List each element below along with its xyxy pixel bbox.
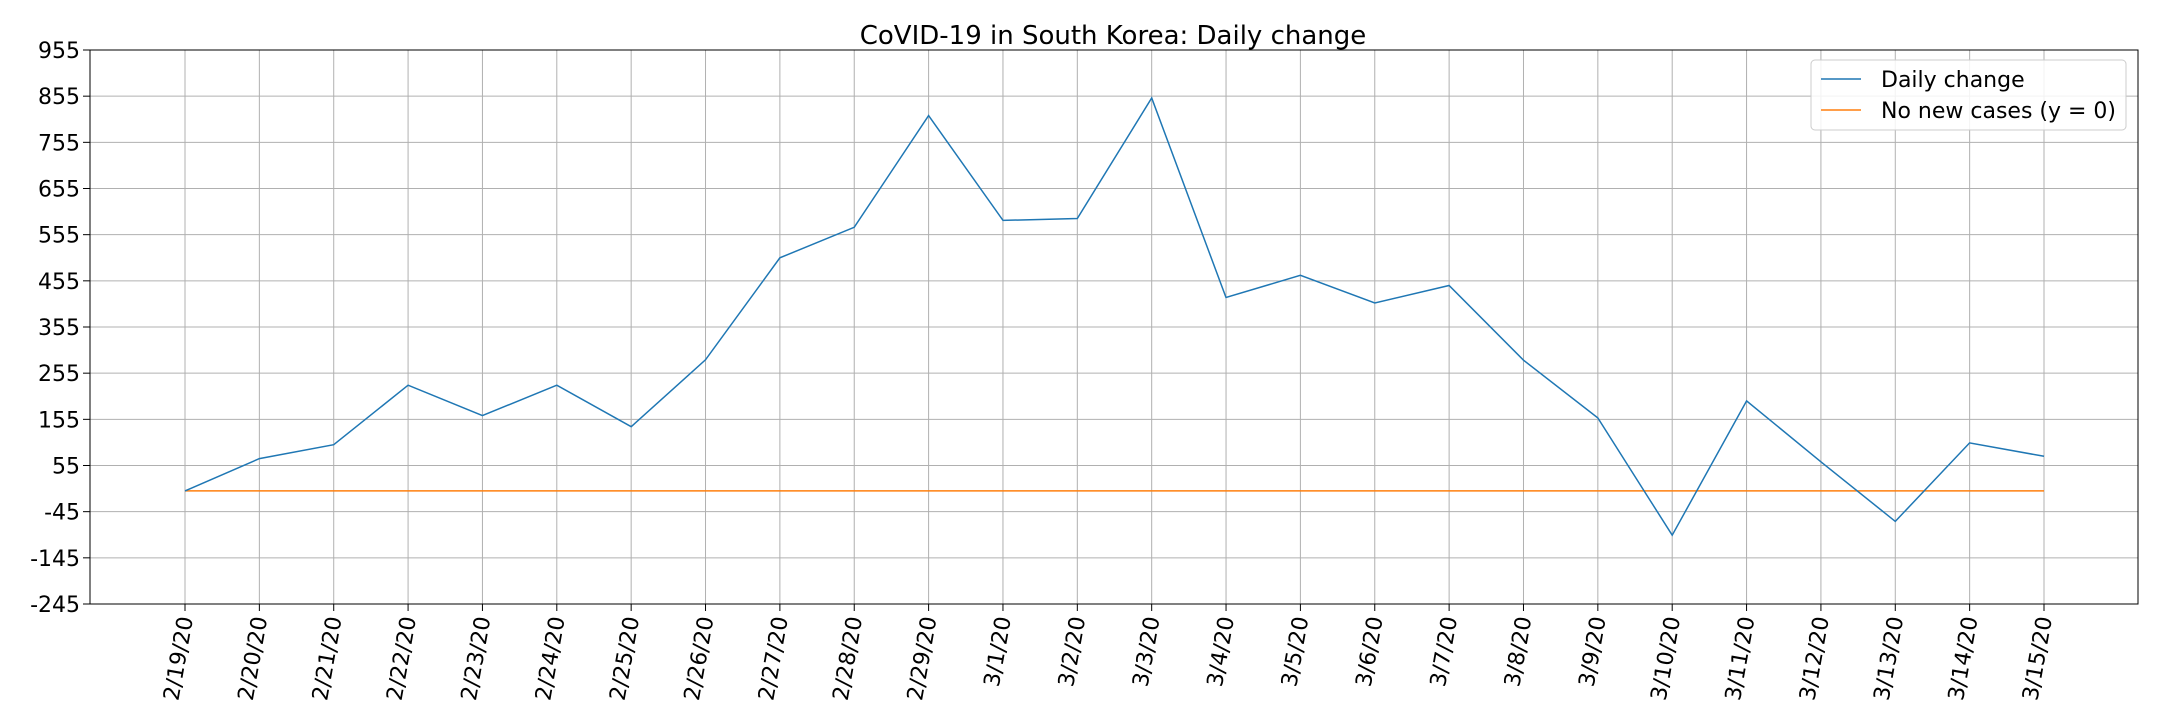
x-tick-label: 2/23/20 (457, 615, 496, 703)
x-tick-label: 3/14/20 (1944, 615, 1983, 703)
y-tick-label: 255 (38, 362, 80, 387)
y-tick-label: 655 (38, 178, 80, 203)
legend-label: No new cases (y = 0) (1881, 99, 2116, 124)
x-tick-label: 2/20/20 (234, 615, 273, 703)
y-tick-label: 855 (38, 85, 80, 110)
y-tick-label: 155 (38, 408, 80, 433)
series-line-daily-change (184, 96, 2045, 537)
x-tick-label: 2/27/20 (754, 615, 793, 703)
y-tick-label: -45 (44, 501, 80, 526)
x-tick-label: 2/29/20 (903, 615, 942, 703)
x-tick-label: 2/25/20 (606, 615, 645, 703)
y-tick-label: -245 (30, 593, 80, 618)
legend-label: Daily change (1881, 68, 2025, 93)
y-tick-label: 555 (38, 224, 80, 249)
y-tick-label: 755 (38, 131, 80, 156)
chart-title: CoVID-19 in South Korea: Daily change (860, 21, 1367, 51)
y-tick-label: 55 (52, 455, 80, 480)
x-tick-label: 2/19/20 (160, 615, 199, 703)
x-tick-label: 3/5/20 (1277, 615, 1314, 689)
x-tick-label: 3/11/20 (1721, 615, 1760, 703)
x-tick-label: 3/13/20 (1870, 615, 1909, 703)
legend: Daily change No new cases (y = 0) (1810, 59, 2127, 131)
x-tick-label: 2/26/20 (680, 615, 719, 703)
y-tick-label: 455 (38, 270, 80, 295)
x-tick-label: 2/21/20 (308, 615, 347, 703)
x-tick-label: 3/1/20 (980, 615, 1017, 689)
x-tick-label: 3/15/20 (2019, 615, 2058, 703)
x-tick-label: 3/3/20 (1129, 615, 1166, 689)
x-tick-label: 2/24/20 (531, 615, 570, 703)
x-axis: 2/19/20 2/20/20 2/21/20 2/22/20 2/23/20 2/24/… (160, 604, 2058, 703)
x-tick-label: 3/4/20 (1203, 615, 1240, 689)
x-tick-label: 3/8/20 (1500, 615, 1537, 689)
series-layer (184, 96, 2045, 537)
x-tick-label: 2/22/20 (383, 615, 422, 703)
y-axis: 955 855 755 655 555 455 355 255 155 55 -45 -145 -245 (30, 39, 90, 618)
grid (90, 49, 2138, 605)
legend-box (1810, 59, 2127, 131)
x-tick-label: 3/6/20 (1352, 615, 1389, 689)
y-tick-label: 355 (38, 316, 80, 341)
x-tick-label: 3/10/20 (1647, 615, 1686, 703)
x-tick-label: 3/12/20 (1795, 615, 1834, 703)
x-tick-label: 3/7/20 (1426, 615, 1463, 689)
y-tick-label: 955 (38, 39, 80, 64)
x-tick-label: 3/2/20 (1054, 615, 1091, 689)
x-tick-label: 2/28/20 (829, 615, 868, 703)
x-tick-label: 3/9/20 (1575, 615, 1612, 689)
y-tick-label: -145 (30, 547, 80, 572)
